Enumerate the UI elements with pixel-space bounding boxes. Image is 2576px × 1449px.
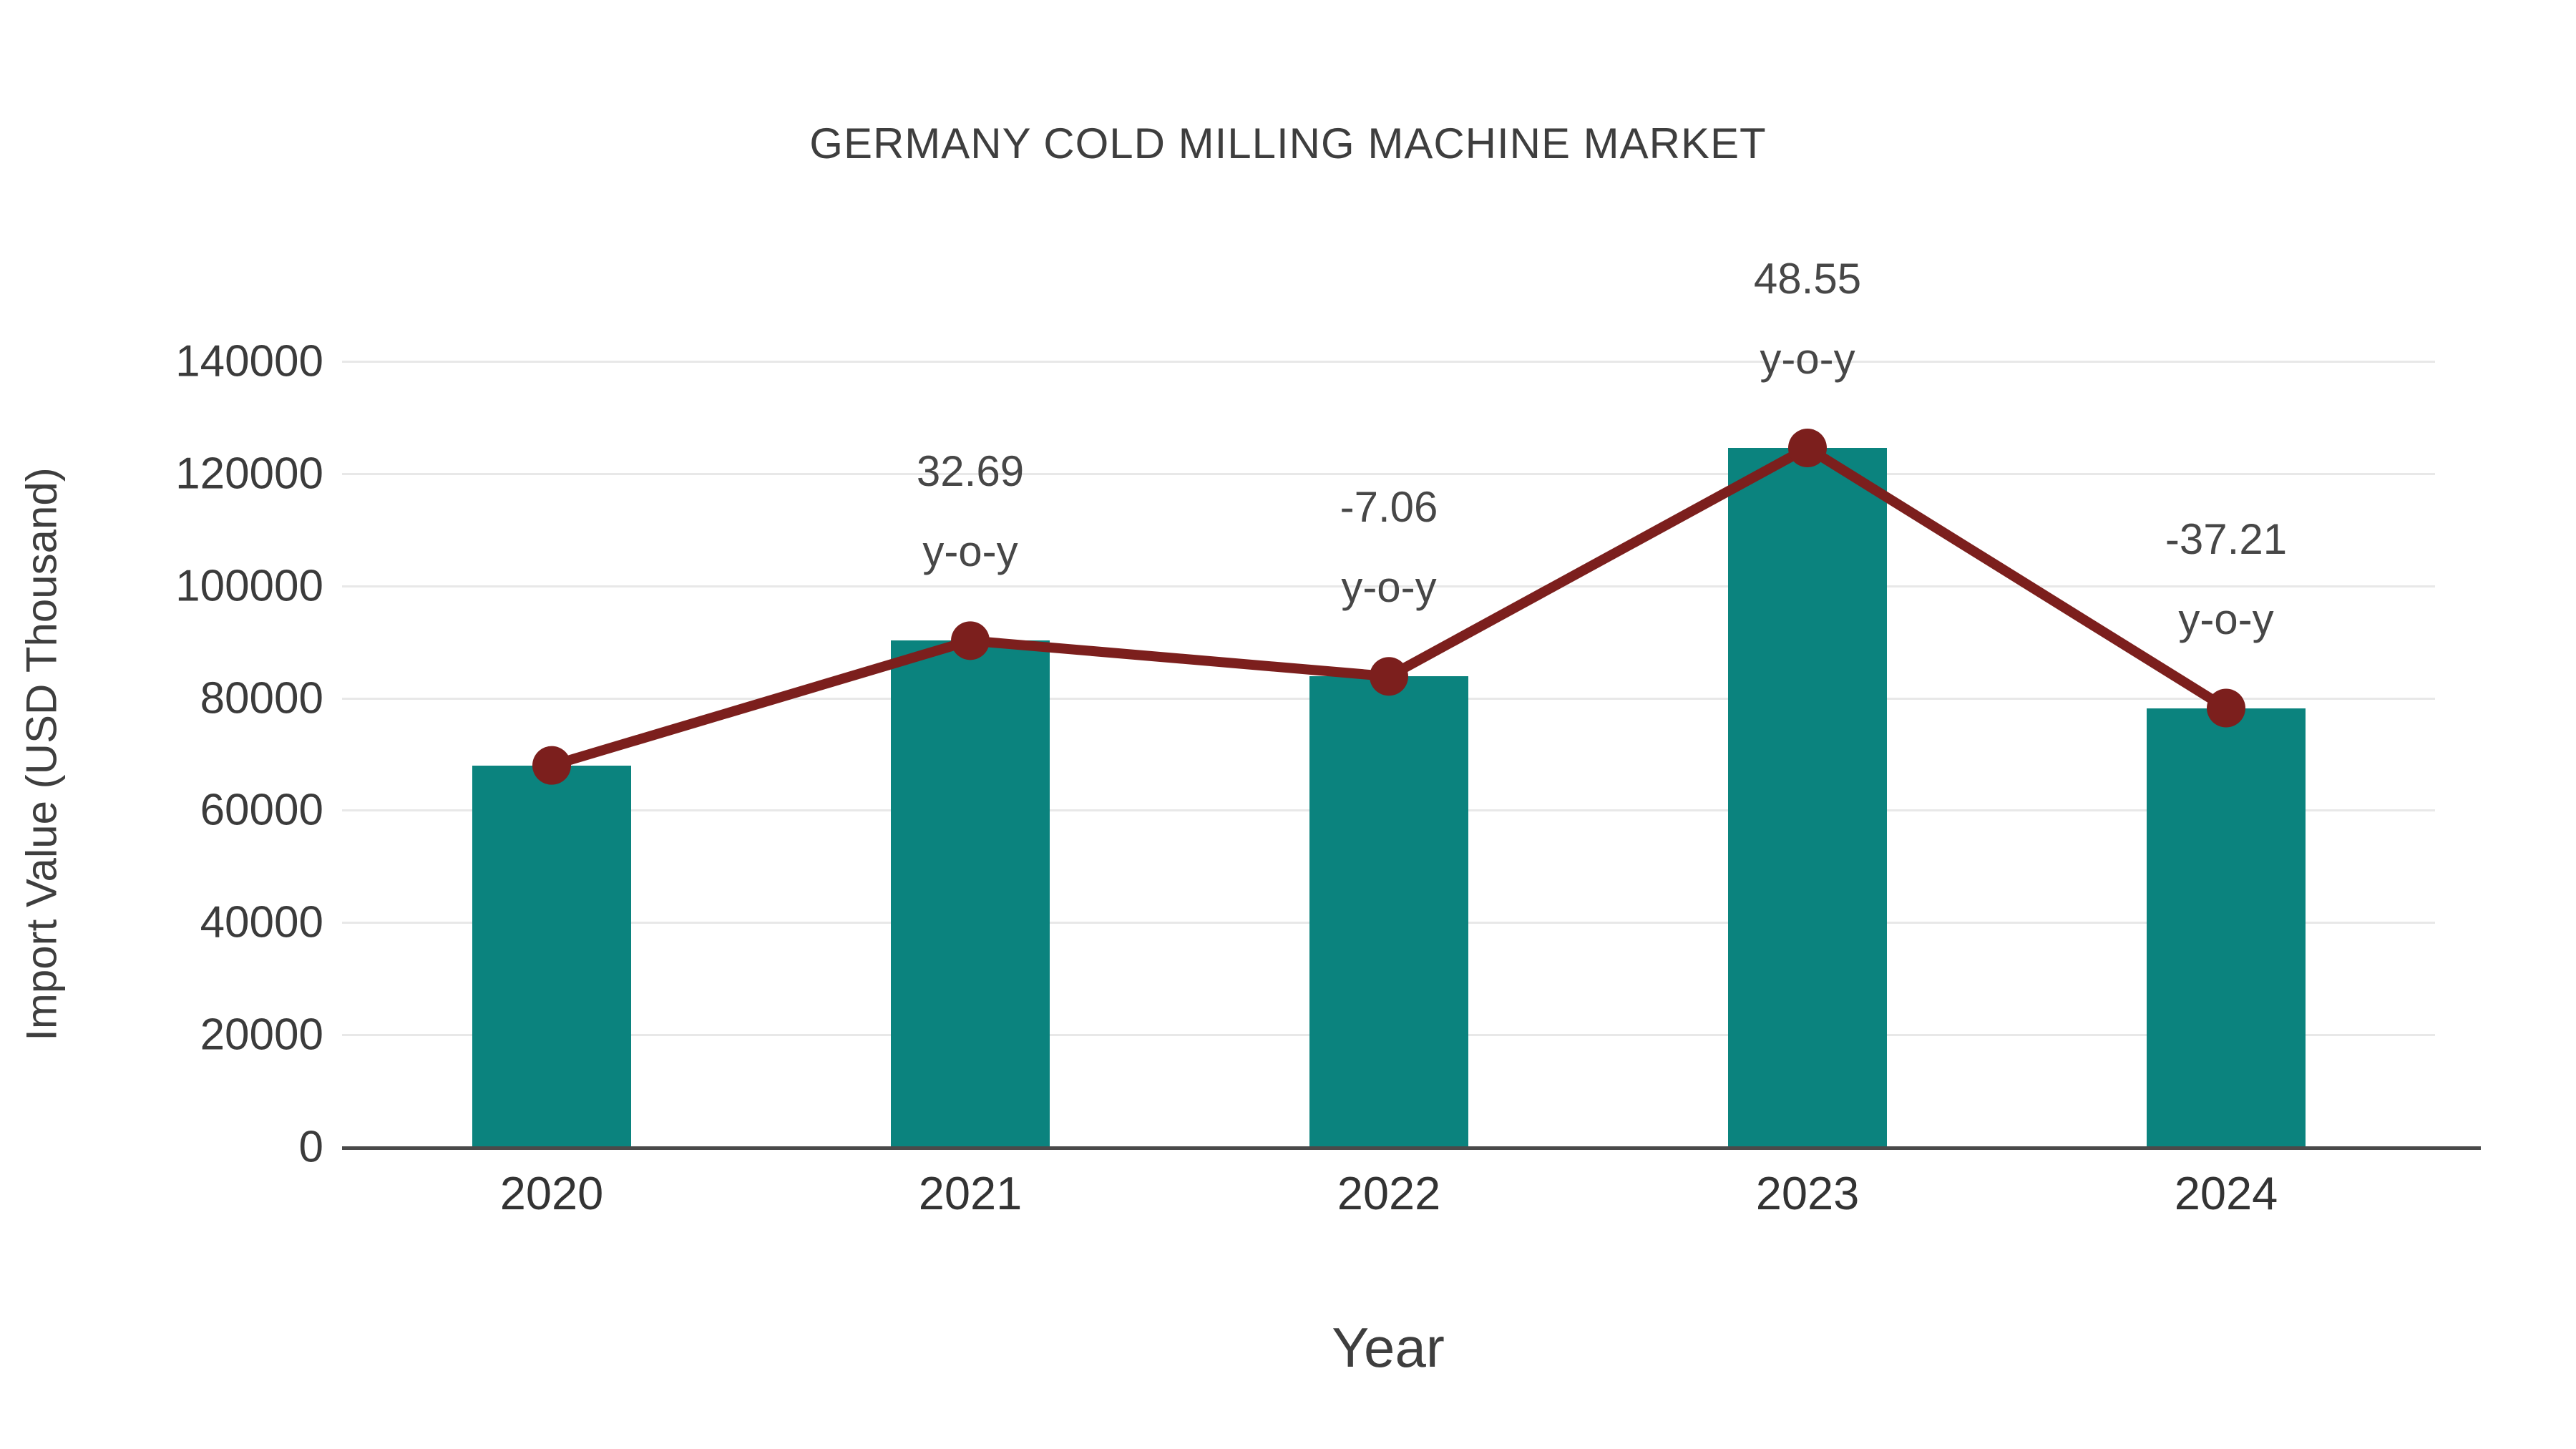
annotation-line: 48.55 <box>1753 255 1862 303</box>
marker-2020 <box>532 746 571 785</box>
annotation-2022: -7.06 y-o-y <box>1340 467 1438 628</box>
y-tick-label-20000: 20000 <box>200 1010 323 1060</box>
x-tick-label-2022: 2022 <box>1337 1167 1441 1219</box>
gridline-120000 <box>342 472 2435 475</box>
x-axis-title: Year <box>1332 1316 1445 1379</box>
annotation-line: 32.69 <box>916 447 1025 496</box>
y-tick-label-40000: 40000 <box>200 897 323 947</box>
marker-2021 <box>951 621 990 660</box>
y-tick-label-120000: 120000 <box>175 449 323 499</box>
bar-2024 <box>2147 708 2306 1147</box>
annotation-line: y-o-y <box>1341 563 1437 612</box>
x-tick-label-2024: 2024 <box>2174 1167 2278 1219</box>
annotation-line: y-o-y <box>922 527 1018 576</box>
annotation-2024: -37.21 y-o-y <box>2165 499 2287 660</box>
y-tick-label-0: 0 <box>298 1122 323 1172</box>
bar-2023 <box>1728 448 1887 1147</box>
annotation-line: y-o-y <box>1760 335 1855 383</box>
y-tick-label-140000: 140000 <box>175 336 323 386</box>
marker-2022 <box>1370 657 1408 696</box>
annotation-line: y-o-y <box>2178 595 2274 643</box>
marker-2024 <box>2207 688 2245 728</box>
bar-2022 <box>1309 676 1468 1147</box>
x-tick-label-2020: 2020 <box>499 1167 604 1219</box>
annotation-line: -7.06 <box>1340 483 1438 532</box>
annotation-line: -37.21 <box>2165 514 2288 563</box>
x-tick-label-2023: 2023 <box>1755 1167 1860 1219</box>
bar-2020 <box>472 765 631 1147</box>
annotation-2023: 48.55 y-o-y <box>1754 239 1861 399</box>
annotation-2021: 32.69 y-o-y <box>917 431 1024 592</box>
gridline-100000 <box>342 585 2435 587</box>
marker-2023 <box>1788 429 1827 468</box>
chart-title: GERMANY COLD MILLING MACHINE MARKET <box>809 119 1767 167</box>
y-tick-label-80000: 80000 <box>200 673 323 723</box>
gridline-140000 <box>342 361 2435 363</box>
y-tick-label-60000: 60000 <box>200 785 323 835</box>
bar-2021 <box>891 640 1050 1147</box>
y-tick-label-100000: 100000 <box>175 561 323 611</box>
x-tick-label-2021: 2021 <box>918 1167 1023 1219</box>
x-axis-line <box>342 1146 2481 1150</box>
